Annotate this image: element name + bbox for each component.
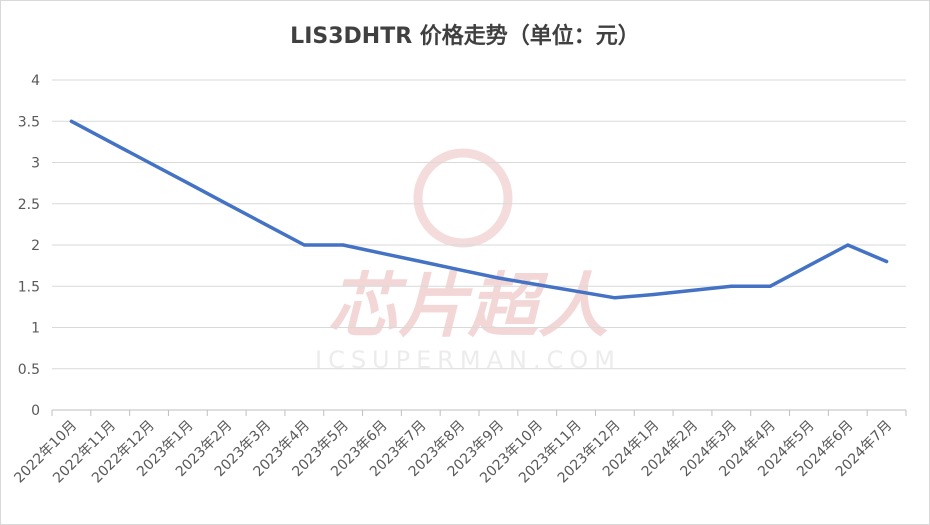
y-tick-label: 1.5 — [18, 279, 40, 295]
data-point — [380, 251, 384, 255]
data-point — [108, 140, 112, 144]
data-point — [458, 268, 462, 272]
data-point — [147, 161, 151, 165]
y-tick-label: 1 — [31, 321, 40, 337]
y-tick-label: 3.5 — [18, 114, 40, 130]
data-point — [341, 243, 345, 247]
y-tick-label: 2.5 — [18, 197, 40, 213]
data-point — [496, 276, 500, 280]
data-point — [885, 260, 889, 264]
data-point — [302, 243, 306, 247]
data-point — [652, 293, 656, 297]
data-point — [574, 289, 578, 293]
data-point — [768, 284, 772, 288]
x-axis: 2022年10月2022年11月2022年12月2023年1月2023年2月20… — [11, 409, 907, 486]
data-point — [264, 222, 268, 226]
data-point — [225, 202, 229, 206]
watermark-subtext: ICSUPERMAN.COM — [315, 346, 621, 374]
data-point — [186, 181, 190, 185]
series-group — [69, 119, 889, 300]
series-line-0 — [69, 119, 889, 300]
chart-title: LIS3DHTR 价格走势（单位：元） — [290, 24, 640, 49]
watermark: 芯片超人 ICSUPERMAN.COM — [315, 148, 621, 374]
data-point — [729, 284, 733, 288]
y-axis: 0 0.5 1 1.5 2 2.5 3 3.5 4 — [18, 73, 40, 419]
data-point — [807, 264, 811, 268]
data-point — [691, 288, 695, 292]
data-point — [419, 260, 423, 264]
y-tick-label: 0.5 — [18, 362, 40, 378]
y-tick-label: 2 — [31, 238, 40, 254]
watermark-text: 芯片超人 — [328, 265, 608, 347]
data-point — [613, 296, 617, 300]
data-point — [69, 119, 73, 123]
data-point — [846, 243, 850, 247]
watermark-logo-icon — [413, 148, 513, 248]
y-tick-label: 0 — [31, 403, 40, 419]
data-point — [535, 283, 539, 287]
y-tick-label: 3 — [31, 156, 40, 172]
y-tick-label: 4 — [31, 73, 40, 89]
